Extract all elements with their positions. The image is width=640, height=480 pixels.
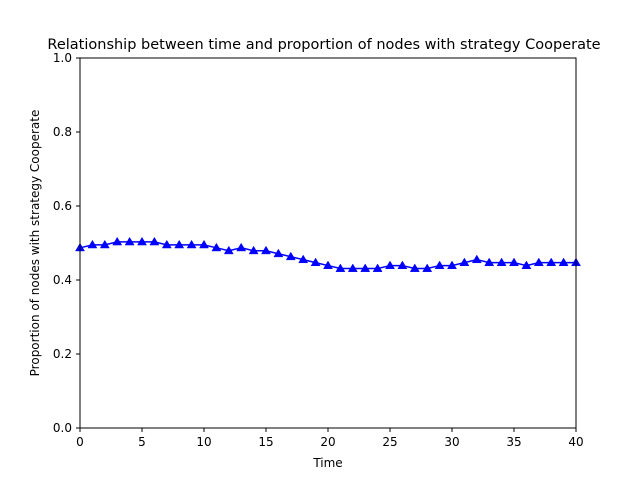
y-axis-label: Proportion of nodes with strategy Cooper… <box>28 110 42 377</box>
y-tick-label: 0.6 <box>53 199 72 213</box>
data-point-marker <box>471 254 482 264</box>
data-point-marker <box>447 260 457 269</box>
chart-title: Relationship between time and proportion… <box>47 37 600 53</box>
data-point-marker <box>385 260 395 269</box>
data-point-marker <box>347 263 358 272</box>
data-point-marker <box>248 245 259 255</box>
plot-area <box>80 58 576 428</box>
x-tick-label: 15 <box>258 435 273 449</box>
x-tick-label: 10 <box>196 435 211 449</box>
x-axis-label: Time <box>312 456 342 470</box>
data-point-marker <box>298 254 309 264</box>
y-tick-label: 0.2 <box>53 347 72 361</box>
x-tick-label: 25 <box>382 435 397 449</box>
data-point-marker <box>161 239 172 249</box>
data-point-marker <box>422 263 433 272</box>
x-tick-label: 5 <box>138 435 146 449</box>
data-point-marker <box>174 239 185 249</box>
data-point-marker <box>533 257 544 267</box>
data-point-marker <box>509 257 519 267</box>
data-point-marker <box>236 242 247 252</box>
plot-frame <box>79 57 577 429</box>
data-point-marker <box>484 257 495 267</box>
data-point-marker <box>397 260 408 269</box>
x-axis-ticks: 0 5 10 15 20 25 30 35 40 <box>76 428 584 449</box>
x-tick-label: 40 <box>568 435 583 449</box>
y-tick-label: 1.0 <box>53 51 72 65</box>
y-tick-label: 0.8 <box>53 125 72 139</box>
data-point-marker <box>521 260 532 269</box>
data-point-marker <box>360 263 371 272</box>
data-point-marker <box>124 236 135 246</box>
series-layer <box>75 236 581 272</box>
data-point-marker <box>186 239 197 249</box>
data-point-marker <box>223 245 234 255</box>
data-point-marker <box>211 242 222 252</box>
data-point-marker <box>199 239 209 249</box>
x-tick-label: 30 <box>444 435 459 449</box>
data-point-marker <box>335 263 346 272</box>
data-point-marker <box>409 263 420 272</box>
data-point-marker <box>112 236 123 246</box>
y-axis-ticks: 0.0 0.2 0.4 0.6 0.8 1.0 <box>53 51 80 435</box>
data-point-marker <box>87 239 98 249</box>
data-point-marker <box>261 245 271 255</box>
data-point-marker <box>372 263 383 272</box>
y-tick-label: 0.0 <box>53 421 72 435</box>
data-point-marker <box>558 257 569 267</box>
data-point-marker <box>459 257 470 267</box>
y-tick-label: 0.4 <box>53 273 72 287</box>
data-point-marker <box>434 260 445 269</box>
data-point-marker <box>546 257 557 267</box>
data-point-marker <box>273 248 284 258</box>
x-tick-label: 20 <box>320 435 335 449</box>
x-tick-label: 0 <box>76 435 84 449</box>
data-point-marker <box>137 236 147 246</box>
data-point-marker <box>323 260 333 269</box>
data-point-marker <box>149 236 160 246</box>
data-point-marker <box>285 251 296 261</box>
x-tick-label: 35 <box>506 435 521 449</box>
data-point-marker <box>99 239 110 249</box>
data-point-marker <box>496 257 507 267</box>
data-point-marker <box>310 257 321 267</box>
